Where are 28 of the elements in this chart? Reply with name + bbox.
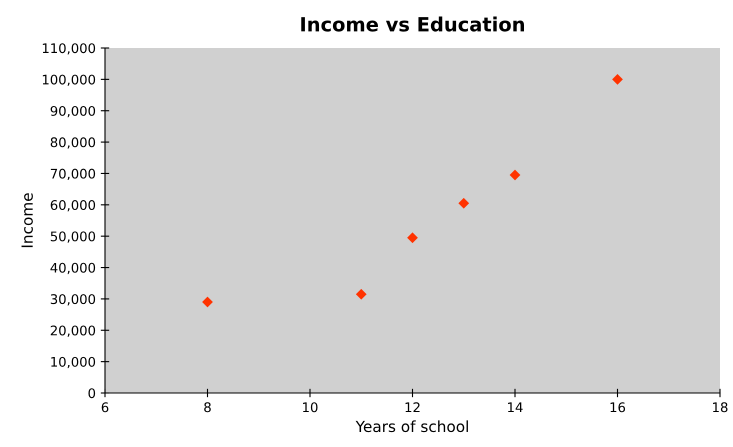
x-tick-label: 6 [102, 402, 108, 412]
chart-title: Income vs Education [301, 16, 524, 32]
y-tick-label: 0 [88, 388, 96, 398]
y-axis-title: Income [22, 193, 33, 248]
y-tick-label: 70,000 [50, 168, 96, 180]
y-tick-label: 50,000 [50, 231, 96, 243]
y-tick-label: 80,000 [50, 137, 96, 149]
x-tick-label: 16 [610, 402, 626, 412]
x-axis-title: Years of school [356, 420, 468, 432]
x-tick-label: 10 [303, 402, 318, 412]
x-tick-label: 8 [204, 402, 211, 412]
point [458, 198, 470, 209]
y-tick-label: 20,000 [50, 325, 96, 337]
y-tick-label: 30,000 [50, 294, 96, 306]
x-tick-label: 12 [406, 402, 420, 412]
y-tick-label: 110,000 [42, 43, 96, 55]
x-tick-label: 18 [713, 402, 728, 412]
y-tick-label: 40,000 [50, 262, 96, 274]
y-tick-label: 90,000 [50, 106, 96, 118]
point [407, 232, 418, 244]
point [356, 288, 367, 300]
x-tick-label: 14 [508, 402, 523, 412]
y-tick-label: 10,000 [51, 356, 96, 368]
y-tick-label: 100,000 [42, 74, 96, 86]
y-tick-label: 60,000 [50, 200, 96, 212]
point [510, 170, 520, 180]
point [202, 296, 213, 308]
point [612, 74, 623, 85]
